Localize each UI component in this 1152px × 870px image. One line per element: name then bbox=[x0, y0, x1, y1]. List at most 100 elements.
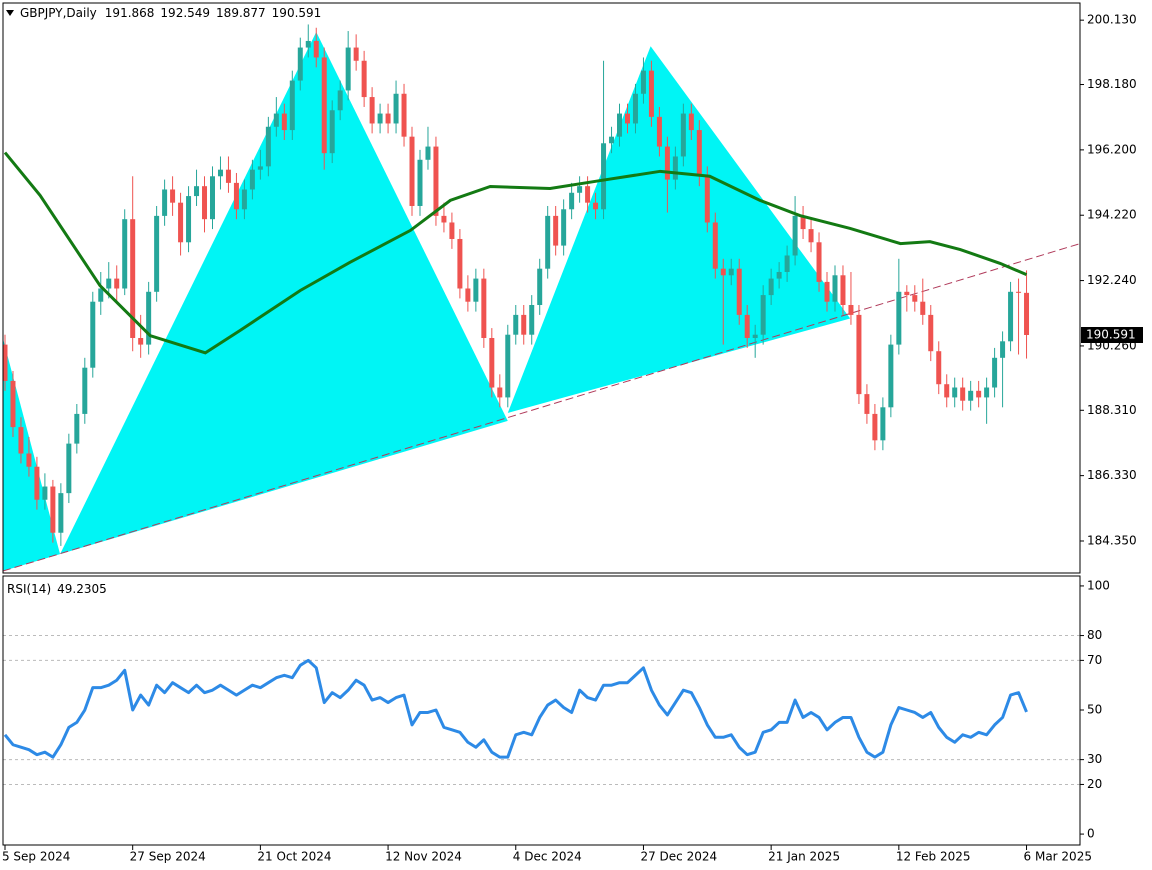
candle-body bbox=[768, 278, 774, 296]
candle-body bbox=[672, 156, 678, 180]
candle-body bbox=[2, 344, 8, 381]
candle-body bbox=[744, 314, 750, 339]
candle-body bbox=[840, 275, 846, 305]
candle-body bbox=[952, 387, 958, 398]
candle-body bbox=[90, 301, 96, 368]
candle-body bbox=[960, 387, 966, 401]
candle-body bbox=[281, 113, 287, 131]
candle-body bbox=[305, 40, 311, 48]
candle-body bbox=[609, 136, 615, 144]
candle-body bbox=[42, 486, 48, 500]
candle-body bbox=[904, 291, 910, 296]
header: GBPJPY,Daily 191.868 192.549 189.877 190.591 bbox=[20, 6, 321, 20]
candle-body bbox=[832, 275, 838, 302]
candle-body bbox=[513, 314, 519, 335]
candle-body bbox=[209, 176, 215, 220]
x-tick-label: 27 Sep 2024 bbox=[130, 850, 206, 864]
candle-body bbox=[920, 301, 926, 315]
x-tick-label: 21 Jan 2025 bbox=[768, 850, 840, 864]
candle-body bbox=[361, 60, 367, 98]
x-tick-label: 12 Feb 2025 bbox=[896, 850, 971, 864]
candle-body bbox=[760, 295, 766, 335]
candle-body bbox=[34, 466, 40, 500]
candle-body bbox=[345, 47, 351, 91]
candle-body bbox=[114, 278, 120, 289]
candle-body bbox=[848, 304, 854, 315]
y-tick-label: 196.200 bbox=[1087, 142, 1137, 156]
y-tick-label: 194.220 bbox=[1087, 208, 1137, 222]
close: 190.591 bbox=[272, 6, 322, 20]
y-tick-label: 100 bbox=[1087, 578, 1110, 592]
candle-body bbox=[194, 186, 200, 197]
candle-body bbox=[1016, 291, 1022, 293]
candle-body bbox=[369, 97, 375, 124]
candle-body bbox=[273, 113, 279, 127]
candle-body bbox=[289, 80, 295, 131]
candle-body bbox=[561, 209, 567, 246]
x-tick-label: 27 Dec 2024 bbox=[640, 850, 717, 864]
candle-body bbox=[154, 215, 160, 292]
candle-body bbox=[249, 169, 255, 190]
candle-body bbox=[26, 453, 32, 467]
candle-body bbox=[457, 238, 463, 289]
price-panel bbox=[2, 24, 1081, 572]
candle-body bbox=[257, 166, 263, 170]
candle-body bbox=[505, 334, 511, 398]
menu-arrow bbox=[6, 10, 14, 16]
candle-body bbox=[313, 40, 319, 58]
candle-body bbox=[58, 493, 64, 533]
candle-body bbox=[233, 182, 239, 210]
candle-body bbox=[736, 268, 742, 315]
candle-body bbox=[720, 268, 726, 276]
candle-body bbox=[824, 281, 830, 302]
candle-body bbox=[465, 288, 471, 302]
candle-body bbox=[976, 390, 982, 398]
candle-body bbox=[640, 70, 646, 94]
candle-body bbox=[784, 255, 790, 272]
candle-body bbox=[106, 278, 112, 289]
candle-body bbox=[265, 126, 271, 167]
candle-body bbox=[401, 93, 407, 137]
candle-body bbox=[872, 413, 878, 441]
candle-body bbox=[441, 215, 447, 223]
candle-body bbox=[50, 486, 56, 533]
candle-body bbox=[664, 146, 670, 180]
candle-body bbox=[146, 291, 152, 345]
open: 191.868 bbox=[105, 6, 155, 20]
candle-body bbox=[82, 367, 88, 414]
candle-body bbox=[944, 384, 950, 398]
candle-body bbox=[656, 116, 662, 147]
candle-body bbox=[569, 192, 575, 210]
y-tick-label: 186.330 bbox=[1087, 468, 1137, 482]
candle-body bbox=[393, 93, 399, 124]
price-label: 190.591 bbox=[1086, 327, 1136, 341]
rsi-header: RSI(14) 49.2305 bbox=[7, 582, 107, 596]
y-tick-label: 80 bbox=[1087, 628, 1102, 642]
candle-body bbox=[936, 351, 942, 385]
x-tick-label: 12 Nov 2024 bbox=[385, 850, 462, 864]
candle-body bbox=[688, 113, 694, 131]
candle-body bbox=[425, 146, 431, 160]
y-tick-label: 198.180 bbox=[1087, 77, 1137, 91]
candle-body bbox=[792, 215, 798, 256]
candle-body bbox=[217, 169, 223, 177]
candle-body bbox=[385, 113, 391, 124]
candle-body bbox=[617, 113, 623, 137]
candle-body bbox=[529, 304, 535, 335]
candle-body bbox=[10, 380, 16, 428]
rsi-line bbox=[3, 658, 1028, 759]
candle-body bbox=[162, 189, 168, 216]
candle-body bbox=[553, 215, 559, 246]
high: 192.549 bbox=[160, 6, 210, 20]
y-tick-label: 188.310 bbox=[1087, 403, 1137, 417]
candle-body bbox=[297, 47, 303, 81]
candle-body bbox=[728, 268, 734, 276]
candle-body bbox=[992, 357, 998, 388]
pattern bbox=[3, 338, 61, 572]
candle-body bbox=[433, 146, 439, 216]
candle-body bbox=[696, 130, 702, 177]
y-tick-label: 20 bbox=[1087, 777, 1102, 791]
candle-body bbox=[377, 113, 383, 124]
y-tick-label: 184.350 bbox=[1087, 533, 1137, 547]
